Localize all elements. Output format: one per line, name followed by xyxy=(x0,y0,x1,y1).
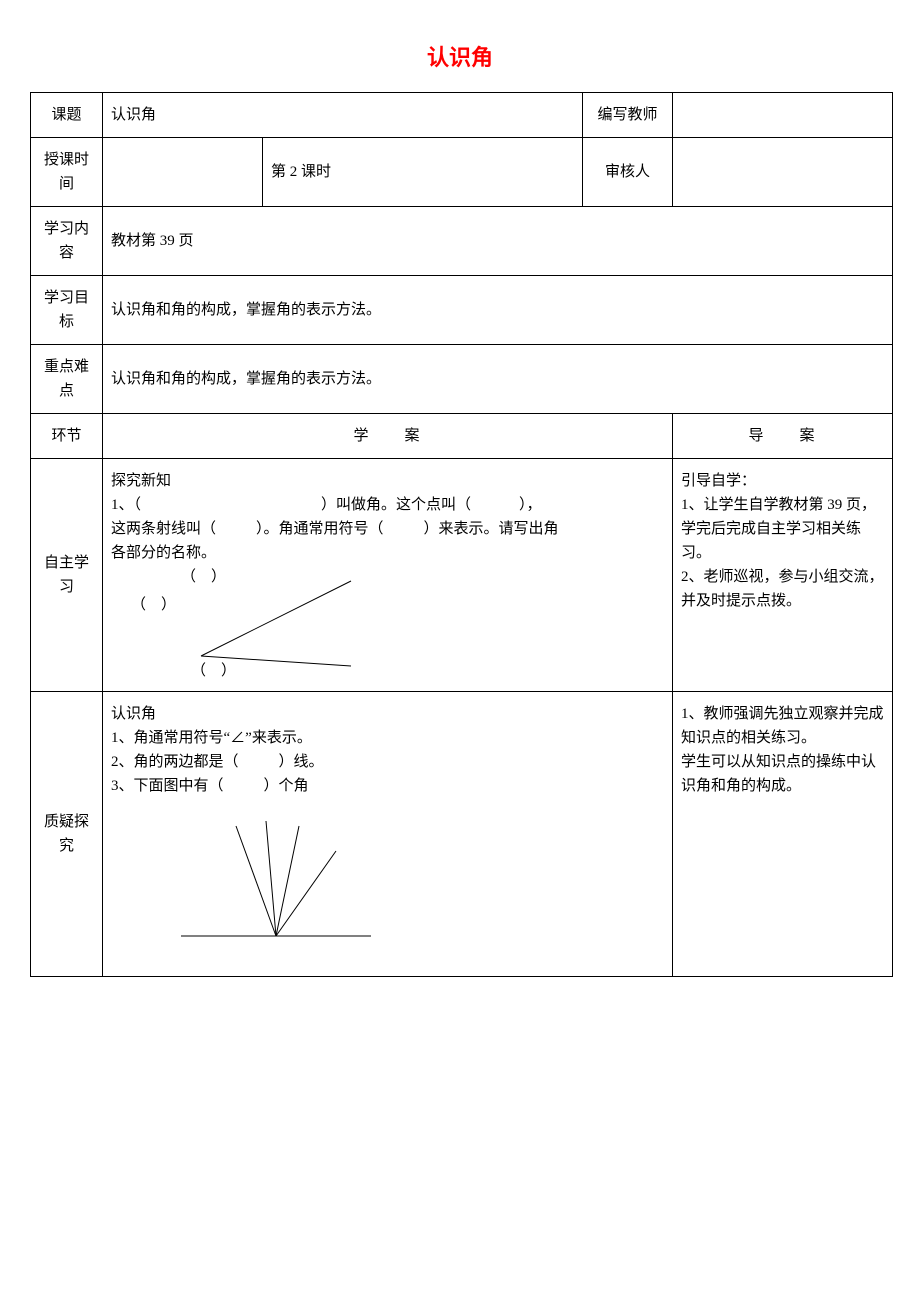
stage-label: 环节 xyxy=(31,414,103,459)
guide1-heading: 引导自学： xyxy=(681,469,884,493)
guide2-line2: 学生可以从知识点的操练中认识角和角的构成。 xyxy=(681,750,884,798)
goal-label: 学习目标 xyxy=(31,276,103,345)
study1-line2: 这两条射线叫（ ）。角通常用符号（ ）来表示。请写出角 xyxy=(111,517,664,541)
table-row: 授课时间 第 2 课时 审核人 xyxy=(31,138,893,207)
angle-diagram: （ ） （ ） （ ） xyxy=(131,571,664,681)
goal-value: 认识角和角的构成，掌握角的表示方法。 xyxy=(103,276,893,345)
keypoint-value: 认识角和角的构成，掌握角的表示方法。 xyxy=(103,345,893,414)
multi-angle-svg xyxy=(151,806,411,956)
text-fragment: ）个角 xyxy=(264,778,309,794)
period-value: 第 2 课时 xyxy=(263,138,583,207)
table-row: 自主学习 探究新知 1、（ ）叫做角。这个点叫（ ）， 这两条射线叫（ ）。角通常用符… xyxy=(31,459,893,692)
blank-bottom: （ ） xyxy=(191,659,236,683)
text-fragment: 这两条射线叫（ xyxy=(111,521,216,537)
reviewer-value xyxy=(673,138,893,207)
document-title: 认识角 xyxy=(30,40,890,72)
inquiry-label: 质疑探究 xyxy=(31,692,103,977)
text-fragment: 3、下面图中有（ xyxy=(111,778,224,794)
study1-line1: 1、（ ）叫做角。这个点叫（ ）， xyxy=(111,493,664,517)
guide-plan-header: 导 案 xyxy=(673,414,893,459)
table-row: 重点难点 认识角和角的构成，掌握角的表示方法。 xyxy=(31,345,893,414)
text-fragment: ）叫做角。这个点叫（ xyxy=(321,497,471,513)
study2-line1: 1、角通常用符号“∠”来表示。 xyxy=(111,726,664,750)
blank-top: （ ） xyxy=(181,565,226,589)
keypoint-label: 重点难点 xyxy=(31,345,103,414)
text-fragment: 1、（ xyxy=(111,497,141,513)
lesson-plan-table: 课题 认识角 编写教师 授课时间 第 2 课时 审核人 学习内容 教材第 39 … xyxy=(30,92,893,977)
study1-heading: 探究新知 xyxy=(111,469,664,493)
content-label: 学习内容 xyxy=(31,207,103,276)
angle-svg xyxy=(131,571,391,681)
table-row: 学习内容 教材第 39 页 xyxy=(31,207,893,276)
time-label: 授课时间 xyxy=(31,138,103,207)
guide1-line1: 1、让学生自学教材第 39 页，学完后完成自主学习相关练习。 xyxy=(681,493,884,565)
reviewer-label: 审核人 xyxy=(583,138,673,207)
author-value xyxy=(673,93,893,138)
text-fragment: ）， xyxy=(519,497,542,513)
study2-line2: 2、角的两边都是（ ）线。 xyxy=(111,750,664,774)
content-value: 教材第 39 页 xyxy=(103,207,893,276)
study2-heading: 认识角 xyxy=(111,702,664,726)
topic-label: 课题 xyxy=(31,93,103,138)
study1-line3: 各部分的名称。 xyxy=(111,541,664,565)
author-label: 编写教师 xyxy=(583,93,673,138)
guide2-line1: 1、教师强调先独立观察并完成知识点的相关练习。 xyxy=(681,702,884,750)
table-row: 环节 学 案 导 案 xyxy=(31,414,893,459)
self-study-label: 自主学习 xyxy=(31,459,103,692)
blank-vertex: （ ） xyxy=(131,593,176,617)
multi-angle-diagram xyxy=(151,806,664,966)
table-row: 课题 认识角 编写教师 xyxy=(31,93,893,138)
inquiry-content: 认识角 1、角通常用符号“∠”来表示。 2、角的两边都是（ ）线。 3、下面图中有… xyxy=(103,692,673,977)
guide1-line2: 2、老师巡视，参与小组交流，并及时提示点拨。 xyxy=(681,565,884,613)
guide1-content: 引导自学： 1、让学生自学教材第 39 页，学完后完成自主学习相关练习。 2、老… xyxy=(673,459,893,692)
time-value xyxy=(103,138,263,207)
text-fragment: ）。角通常用符号（ xyxy=(256,521,384,537)
text-fragment: ）线。 xyxy=(279,754,324,770)
text-fragment: ）来表示。请写出角 xyxy=(424,521,559,537)
self-study-content: 探究新知 1、（ ）叫做角。这个点叫（ ）， 这两条射线叫（ ）。角通常用符号（ ）来表… xyxy=(103,459,673,692)
text-fragment: 2、角的两边都是（ xyxy=(111,754,239,770)
table-row: 学习目标 认识角和角的构成，掌握角的表示方法。 xyxy=(31,276,893,345)
topic-value: 认识角 xyxy=(103,93,583,138)
guide2-content: 1、教师强调先独立观察并完成知识点的相关练习。 学生可以从知识点的操练中认识角和… xyxy=(673,692,893,977)
study-plan-header: 学 案 xyxy=(103,414,673,459)
study2-line3: 3、下面图中有（ ）个角 xyxy=(111,774,664,798)
table-row: 质疑探究 认识角 1、角通常用符号“∠”来表示。 2、角的两边都是（ ）线。 3、… xyxy=(31,692,893,977)
